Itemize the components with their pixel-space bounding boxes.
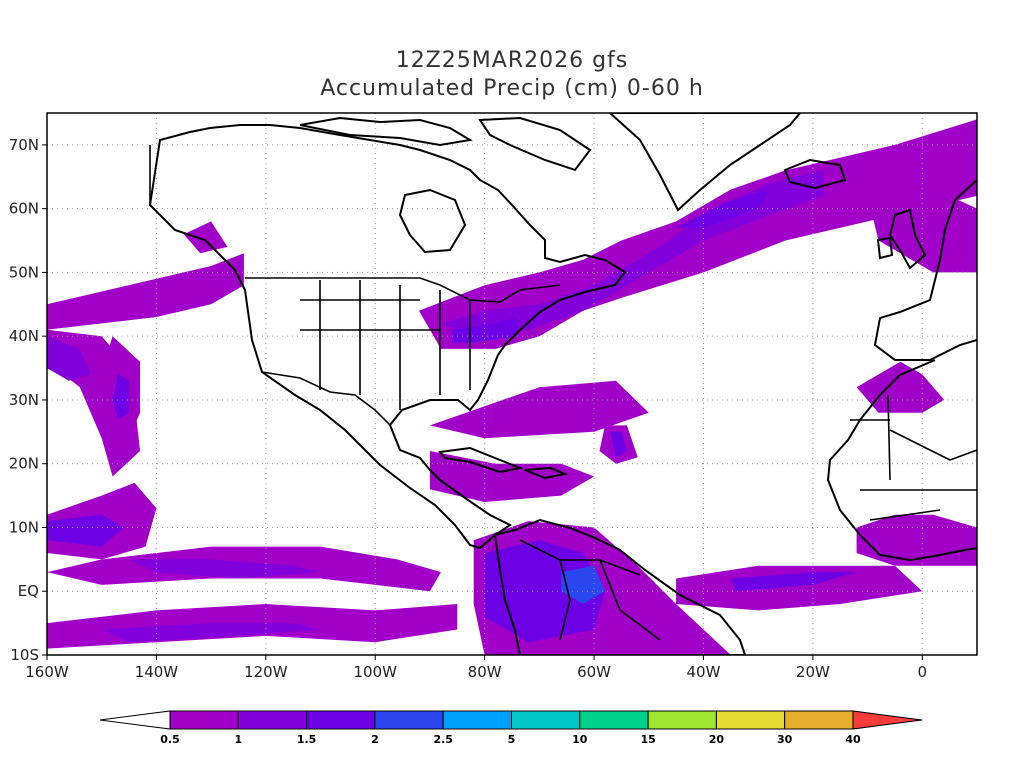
lat-label: 50N [9,263,39,281]
precip-region-19 [429,451,595,502]
lon-label: 140W [135,663,179,681]
graticule [47,113,977,655]
africa-borders [850,394,977,521]
colorbar-label: 2.5 [433,733,453,746]
colorbar-label: 40 [845,733,861,746]
map-title-field: Accumulated Precip (cm) 0-60 h [320,76,704,101]
europe-coast [873,179,977,361]
precip-fills [47,119,977,655]
colorbar-high-arrow [852,710,923,730]
precip-region-8 [129,559,321,579]
south-america-coast [493,518,747,655]
iceland-coast [783,158,847,190]
precip-region-6 [47,514,124,547]
greenland-coast [608,113,802,212]
south-america-borders [519,539,661,641]
colorbar-label: 1 [234,733,242,746]
precip-region-0 [47,253,244,330]
cuba-coast [438,446,524,474]
colorbar-swatch [647,710,717,730]
colorbar-label: 30 [777,733,793,746]
us-mexico-border [261,371,391,426]
lon-label: 160W [25,663,69,681]
coastlines [148,113,977,655]
precip-region-27 [183,221,228,254]
baffin-island-coast [478,116,592,172]
africa-coast [826,359,977,562]
political-borders [149,145,977,641]
hispaniola-coast [524,466,569,480]
colorbar-label: 20 [709,733,725,746]
lat-label: 30N [9,391,39,409]
precip-region-2 [47,336,91,381]
arctic-islands-coast [299,116,473,147]
precip-region-24 [730,572,857,592]
colorbar-swatch [715,710,786,730]
colorbar-swatch [374,710,444,730]
lat-label: 70N [9,136,39,154]
colorbar-swatch [306,710,376,730]
colorbar-swatch [169,710,239,730]
lon-label: 60W [577,663,611,681]
lat-label: 60N [9,200,39,218]
lat-label: EQ [18,582,39,600]
lon-label: 120W [244,663,288,681]
latitude-labels: 70N 60N 50N 40N 30N 20N 10N EQ 10S [9,136,47,664]
lon-label: 20W [796,663,830,681]
colorbar-label: 10 [572,733,588,746]
colorbar-label: 0.5 [160,733,180,746]
north-america-coast [148,124,627,550]
precip-region-18 [610,431,627,458]
precip-region-10 [101,623,321,643]
lat-label: 20N [9,455,39,473]
longitude-labels: 160W 140W 120W 100W 80W 60W 40W 20W 0 [25,655,927,681]
colorbar: 0.5 1 1.5 2 2.5 5 10 15 20 30 40 [99,710,923,746]
map-frame [46,112,978,656]
colorbar-swatch [784,710,854,730]
colorbar-swatch [442,710,513,730]
us-state-lines [300,280,471,410]
lon-label: 40W [687,663,721,681]
lon-label: 100W [354,663,398,681]
precip-region-23 [676,565,923,611]
lon-label: 80W [468,663,502,681]
lat-label: 40N [9,327,39,345]
colorbar-swatch [237,710,308,730]
map-title-run: 12Z25MAR2026 gfs [395,48,629,73]
colorbar-label: 1.5 [297,733,317,746]
precip-region-22 [561,565,605,604]
precip-region-13 [451,317,518,343]
lat-label: 10N [9,518,39,536]
lat-label: 10S [10,646,39,664]
ireland-coast [876,236,894,260]
uk-coast [888,208,927,270]
precip-region-4 [112,374,130,420]
precip-region-21 [484,540,605,643]
colorbar-label: 15 [640,733,655,746]
colorbar-low-arrow [99,710,171,730]
colorbar-swatch [511,710,581,730]
colorbar-swatch [579,710,649,730]
lon-label: 0 [918,663,928,681]
colorbar-label: 5 [508,733,516,746]
hudson-bay-coast [398,188,467,254]
colorbar-label: 2 [371,733,379,746]
